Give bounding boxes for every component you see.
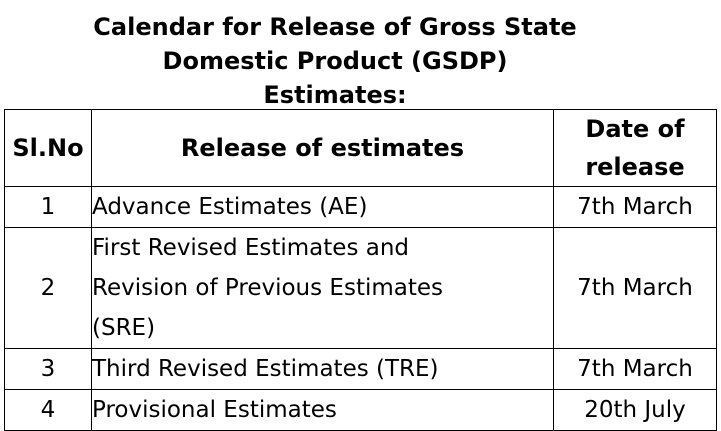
- table-row: 3 Third Revised Estimates (TRE) 7th Marc…: [4, 348, 717, 390]
- page-title: Calendar for Release of Gross State Dome…: [0, 10, 670, 112]
- header-release: Release of estimates: [91, 109, 554, 187]
- row-release: Advance Estimates (AE): [91, 186, 554, 228]
- header-date-line-2: release: [585, 153, 685, 181]
- header-date-line-1: Date of: [585, 115, 685, 143]
- table-row: 4 Provisional Estimates 20th July: [4, 389, 717, 431]
- title-line-3: Estimates:: [263, 81, 407, 109]
- row-release-line: First Revised Estimates and: [92, 235, 410, 261]
- release-calendar-table: Sl.No Release of estimates Date of relea…: [4, 109, 717, 431]
- row-release: Third Revised Estimates (TRE): [91, 348, 554, 390]
- row-date: 7th March: [553, 227, 717, 349]
- header-slno: Sl.No: [4, 109, 92, 187]
- title-line-1: Calendar for Release of Gross State: [93, 13, 577, 41]
- row-slno: 3: [4, 348, 92, 390]
- header-date: Date of release: [553, 109, 717, 187]
- row-date: 7th March: [553, 348, 717, 390]
- row-release-line: Advance Estimates (AE): [92, 194, 368, 220]
- row-date: 7th March: [553, 186, 717, 228]
- row-release-line: Third Revised Estimates (TRE): [92, 356, 439, 382]
- row-release: Provisional Estimates: [91, 389, 554, 431]
- row-release: First Revised Estimates and Revision of …: [91, 227, 554, 349]
- table-header-row: Sl.No Release of estimates Date of relea…: [4, 109, 717, 187]
- row-date: 20th July: [553, 389, 717, 431]
- row-slno: 1: [4, 186, 92, 228]
- table-row: 1 Advance Estimates (AE) 7th March: [4, 186, 717, 228]
- row-release-line: Revision of Previous Estimates: [92, 275, 443, 301]
- table-row: 2 First Revised Estimates and Revision o…: [4, 227, 717, 349]
- row-slno: 2: [4, 227, 92, 349]
- title-line-2: Domestic Product (GSDP): [162, 47, 508, 75]
- row-release-line: (SRE): [92, 315, 156, 341]
- row-slno: 4: [4, 389, 92, 431]
- row-release-line: Provisional Estimates: [92, 397, 337, 423]
